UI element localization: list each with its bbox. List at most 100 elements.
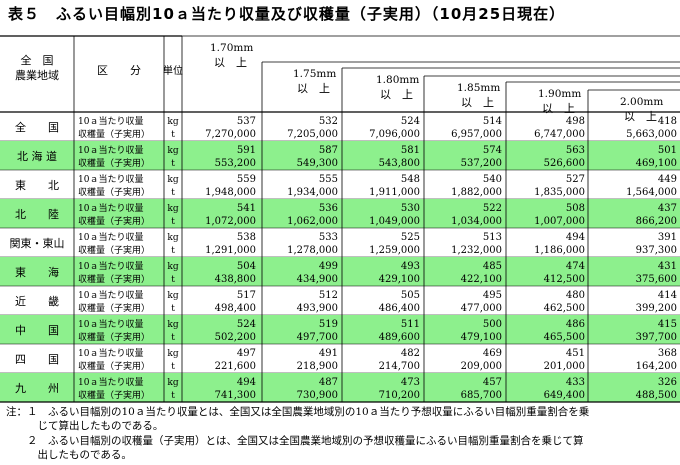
yield-value: 391	[658, 232, 677, 243]
harvest-value: 1,049,000	[369, 216, 420, 227]
harvest-value: 493,900	[297, 303, 338, 314]
unit-kg: kg	[167, 204, 178, 214]
yield-value: 530	[401, 203, 420, 214]
region-highlight	[0, 257, 74, 286]
yield-value: 418	[658, 116, 677, 127]
harvest-value: 1,232,000	[451, 245, 502, 256]
yield-value: 511	[401, 319, 420, 330]
yield-value: 433	[566, 377, 585, 388]
page-title: 表５ ふるい目幅別10ａ当たり収量及び収穫量（子実用）（10月25日現在）	[8, 5, 566, 23]
region-name: 全 国	[15, 120, 59, 134]
harvest-value: 497,700	[297, 332, 338, 343]
harvest-value: 1,007,000	[534, 216, 585, 227]
notes: 注：１ ふるい目幅別の10ａ当たり収量とは、全国又は全国農業地域別の10ａ当たり…	[6, 405, 676, 463]
yield-value: 555	[319, 174, 338, 185]
harvest-value: 543,800	[379, 158, 420, 169]
header-region: 全 国	[21, 53, 54, 67]
yield-value: 500	[483, 319, 502, 330]
region-name: 中 国	[15, 324, 59, 337]
harvest-value: 866,200	[636, 216, 677, 227]
harvest-value: 498,400	[215, 303, 256, 314]
yield-value: 451	[566, 348, 585, 359]
yield-value: 482	[401, 348, 420, 359]
harvest-value: 164,200	[636, 361, 677, 372]
yield-value: 487	[319, 377, 338, 388]
yield-value: 591	[237, 145, 256, 156]
harvest-value: 412,500	[544, 274, 585, 285]
harvest-value: 7,270,000	[205, 129, 256, 140]
harvest-value: 214,700	[379, 361, 420, 372]
category-yield: 10ａ当たり収量	[78, 173, 143, 185]
category-harvest: 収穫量（子実用）	[78, 157, 150, 169]
yield-value: 415	[658, 319, 677, 330]
harvest-value: 7,205,000	[287, 129, 338, 140]
yield-value: 504	[237, 261, 256, 272]
yield-value: 519	[319, 319, 338, 330]
harvest-value: 1,034,000	[451, 216, 502, 227]
header-column-size: 2.00mm	[620, 96, 663, 108]
yield-value: 517	[237, 290, 256, 301]
header-category: 区 分	[97, 64, 141, 77]
yield-value: 497	[237, 348, 256, 359]
yield-value: 527	[566, 174, 585, 185]
yield-value: 494	[237, 377, 256, 388]
harvest-value: 549,300	[297, 158, 338, 169]
harvest-value: 489,600	[379, 332, 420, 343]
harvest-value: 526,600	[544, 158, 585, 169]
yield-value: 499	[319, 261, 338, 272]
region-name: 四 国	[15, 353, 59, 366]
yield-value: 563	[566, 145, 585, 156]
yield-value: 495	[483, 290, 502, 301]
harvest-value: 1,882,000	[451, 187, 502, 198]
unit-t: t	[171, 217, 175, 227]
harvest-value: 730,900	[297, 390, 338, 401]
region-name: 関東・東山	[10, 237, 65, 250]
yield-value: 491	[319, 348, 338, 359]
yield-value: 514	[483, 116, 502, 127]
unit-t: t	[171, 188, 175, 198]
header-unit: 単位	[163, 64, 183, 77]
yield-value: 559	[237, 174, 256, 185]
harvest-value: 479,100	[461, 332, 502, 343]
category-yield: 10ａ当たり収量	[78, 289, 143, 301]
harvest-value: 1,911,000	[369, 187, 420, 198]
harvest-value: 477,000	[461, 303, 502, 314]
yield-value: 326	[658, 377, 677, 388]
unit-kg: kg	[167, 378, 178, 388]
category-harvest: 収穫量（子実用）	[78, 302, 150, 314]
row-highlight	[74, 199, 680, 228]
unit-kg: kg	[167, 320, 178, 330]
harvest-value: 469,100	[636, 158, 677, 169]
unit-t: t	[171, 391, 175, 401]
yield-value: 541	[237, 203, 256, 214]
harvest-value: 741,300	[215, 390, 256, 401]
header-column-size: 1.70mm	[210, 42, 253, 54]
yield-value: 501	[658, 145, 677, 156]
yield-value: 505	[401, 290, 420, 301]
harvest-value: 685,700	[461, 390, 502, 401]
note-line: 注：１ ふるい目幅別の10ａ当たり収量とは、全国又は全国農業地域別の10ａ当たり…	[6, 406, 590, 418]
harvest-value: 7,096,000	[369, 129, 420, 140]
category-harvest: 収穫量（子実用）	[78, 244, 150, 256]
yield-value: 368	[658, 348, 677, 359]
yield-value: 414	[658, 290, 677, 301]
header-column-label: 以 上	[214, 56, 247, 69]
yield-value: 485	[483, 261, 502, 272]
category-yield: 10ａ当たり収量	[78, 144, 143, 156]
region-name: 北 陸	[15, 208, 59, 221]
category-yield: 10ａ当たり収量	[78, 318, 143, 330]
note-line: ２ ふるい目幅別の収穫量（子実用）とは、全国又は全国農業地域別の予想収穫量にふる…	[6, 434, 584, 447]
note-line: じて算出したものである。	[6, 420, 164, 433]
harvest-value: 6,747,000	[534, 129, 585, 140]
harvest-value: 488,500	[636, 390, 677, 401]
unit-kg: kg	[167, 146, 178, 156]
header-column-label: 以 上	[461, 96, 494, 109]
harvest-value: 429,100	[379, 274, 420, 285]
harvest-value: 1,259,000	[369, 245, 420, 256]
harvest-value: 1,291,000	[205, 245, 256, 256]
yield-value: 431	[658, 261, 677, 272]
yield-value: 536	[319, 203, 338, 214]
yield-value: 548	[401, 174, 420, 185]
harvest-value: 937,300	[636, 245, 677, 256]
